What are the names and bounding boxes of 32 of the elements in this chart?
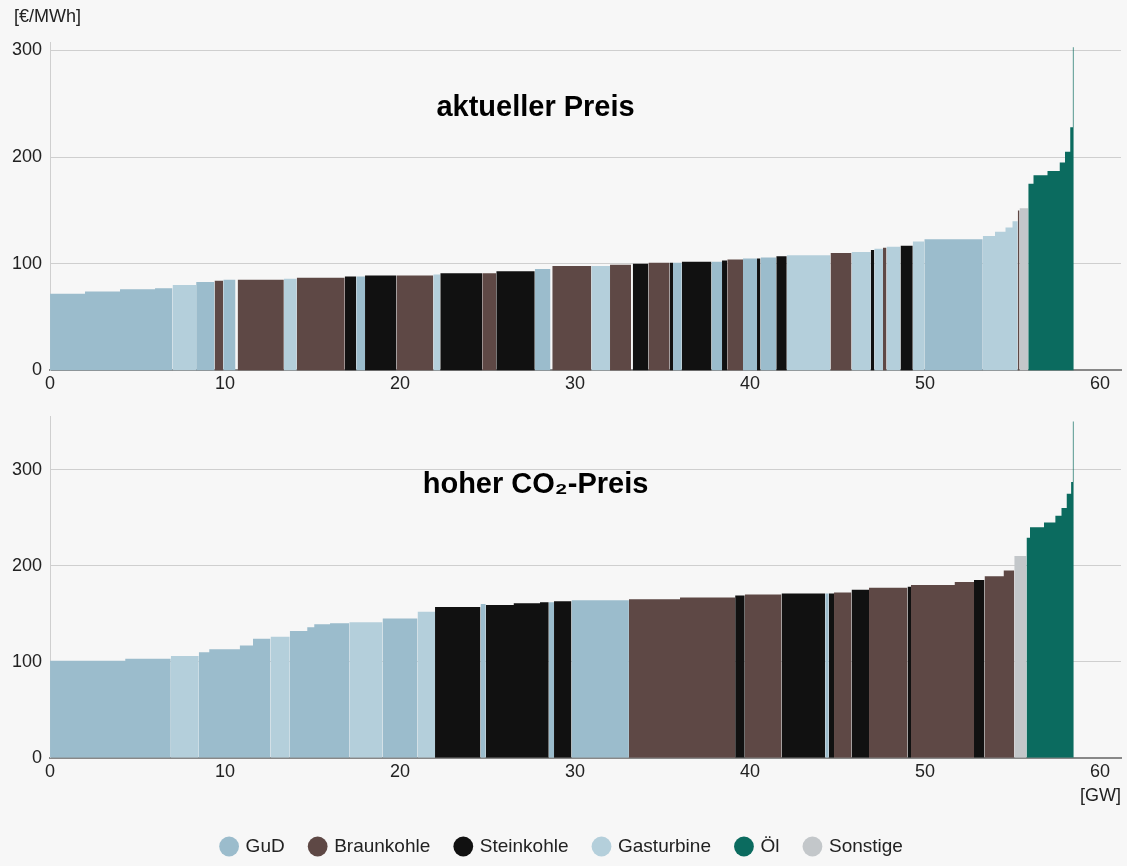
text: aktueller Preis	[436, 89, 635, 122]
x-axis-title: [GW]	[1080, 785, 1121, 806]
legend-label: Steinkohle	[479, 834, 569, 856]
x-tick-label: 10	[215, 760, 236, 781]
x-tick-label: 20	[390, 373, 411, 394]
legend-label: Braunkohle	[334, 834, 431, 856]
x-tick-label: 50	[914, 760, 936, 781]
x-tick-label: 40	[740, 373, 761, 394]
y-tick-label: 100	[11, 650, 43, 671]
x-tick-label: 30	[565, 760, 586, 781]
x-tick-label: 60	[1089, 373, 1111, 394]
y-tick-label: 100	[11, 252, 43, 273]
y-tick-label: 0	[32, 359, 43, 380]
y-tick-label: 300	[11, 458, 43, 479]
legend-label: Gasturbine	[618, 834, 711, 856]
x-tick-label: 60	[1089, 760, 1111, 781]
x-tick-label: 50	[914, 373, 936, 394]
x-tick-label: 10	[215, 373, 236, 394]
legend-label: Öl	[760, 834, 780, 856]
legend-label: GuD	[245, 834, 285, 856]
legend-label: Sonstige	[828, 834, 903, 856]
y-tick-label: 200	[11, 146, 43, 167]
y-tick-label: 200	[11, 554, 43, 575]
x-tick-label: 40	[740, 760, 761, 781]
y-tick-label: 300	[11, 39, 43, 60]
x-tick-label: 0	[45, 373, 56, 394]
y-tick-label: 0	[32, 746, 43, 767]
x-tick-label: 0	[45, 760, 56, 781]
x-tick-label: 30	[565, 373, 586, 394]
x-tick-label: 20	[390, 760, 411, 781]
text: hoher CO₂-Preis	[422, 467, 649, 499]
y-axis-title: [€/MWh]	[14, 5, 82, 26]
